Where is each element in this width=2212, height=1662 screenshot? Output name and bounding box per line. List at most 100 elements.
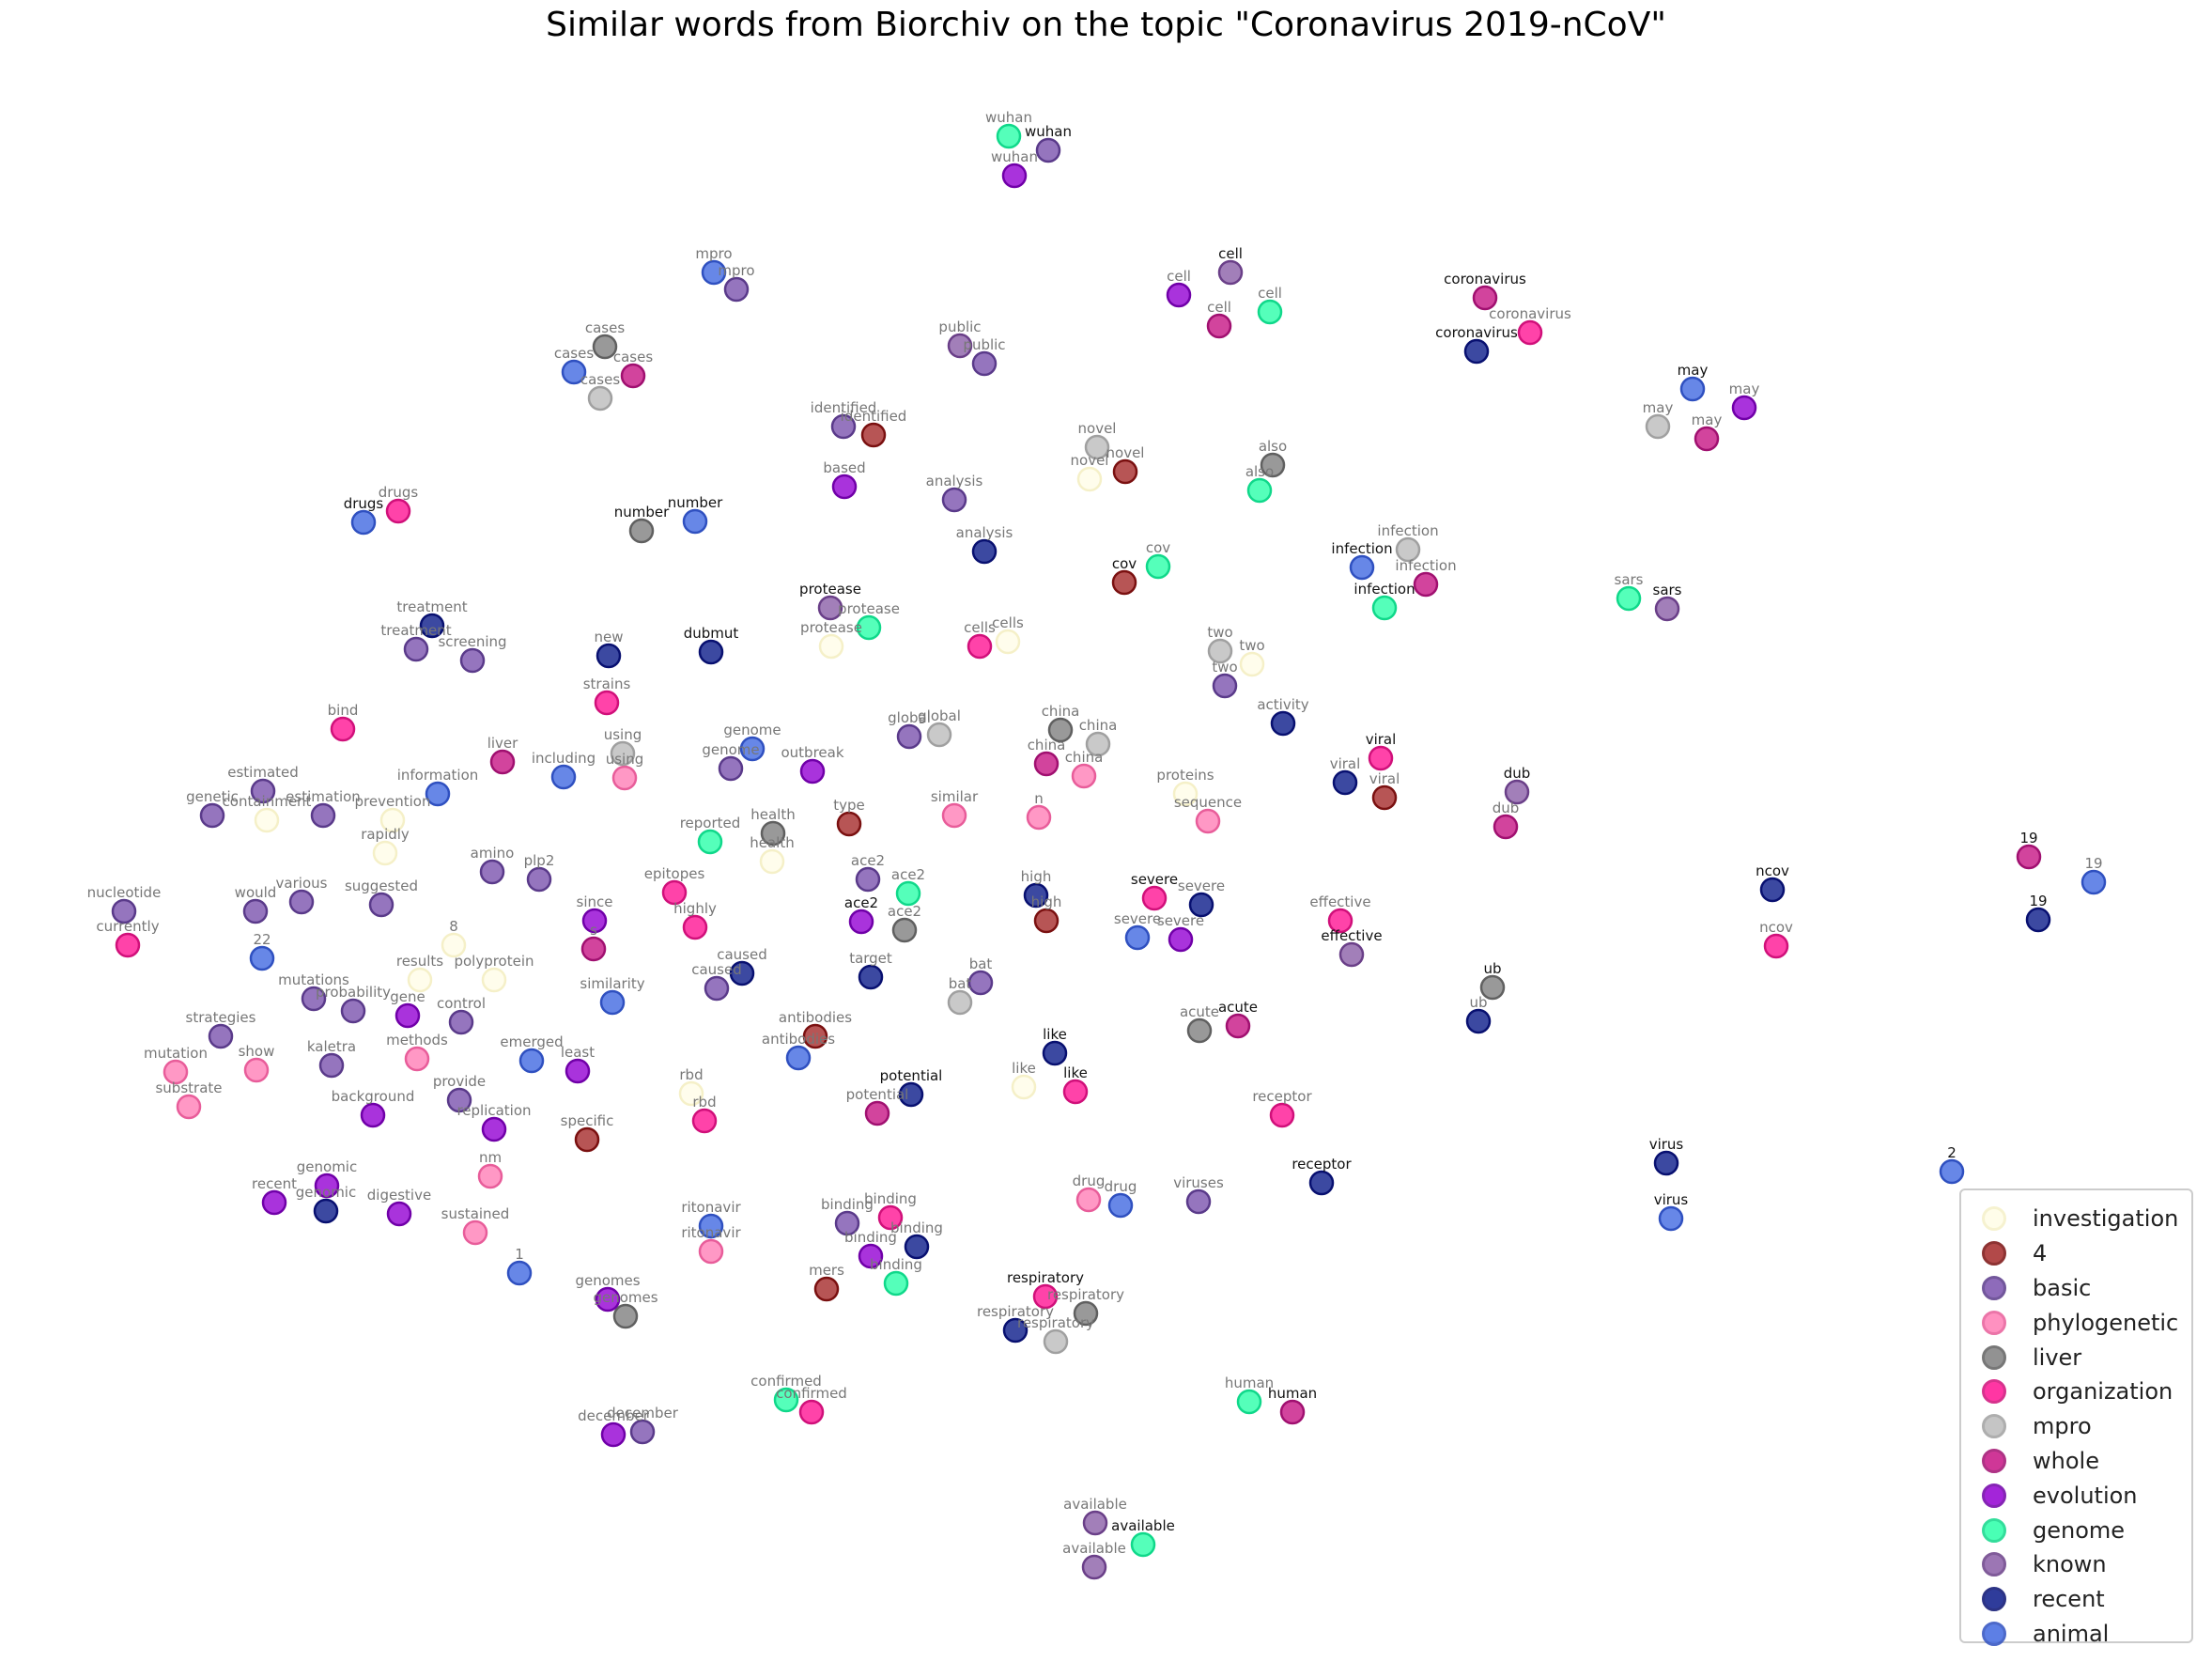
point-label-animal-17: drug xyxy=(1105,1178,1137,1195)
point-mpro-4 xyxy=(1207,638,1233,664)
point-label-phylogenetic-12: drug xyxy=(1073,1173,1106,1189)
point-label-organization-13: like xyxy=(1063,1064,1088,1081)
point-recent-19 xyxy=(904,1234,930,1260)
point-label-4-2: cov xyxy=(1112,555,1137,572)
point-investigation-10 xyxy=(407,967,433,993)
point-basic-16 xyxy=(111,898,137,924)
point-evolution-8 xyxy=(394,1002,421,1029)
point-mpro-1 xyxy=(1084,434,1110,460)
point-animal-6 xyxy=(739,736,766,762)
point-organization-0 xyxy=(1517,319,1543,346)
legend-swatch-liver xyxy=(1982,1344,2006,1370)
point-animal-9 xyxy=(2081,869,2107,895)
point-4-1 xyxy=(1112,458,1138,485)
point-investigation-3 xyxy=(1239,651,1265,677)
point-label-basic-6: screening xyxy=(438,633,506,650)
point-label-investigation-13: like xyxy=(1012,1060,1036,1077)
point-label-basic-16: nucleotide xyxy=(87,884,162,901)
point-label-organization-10: effective xyxy=(1309,893,1370,910)
point-whole-2 xyxy=(1206,313,1232,339)
point-investigation-13 xyxy=(1011,1074,1037,1100)
point-phylogenetic-7 xyxy=(404,1046,430,1072)
point-liver-6 xyxy=(1479,974,1506,1001)
point-label-animal-3: drugs xyxy=(344,495,384,512)
point-label-investigation-7: proteins xyxy=(1156,767,1214,784)
legend-item-4: 4 xyxy=(1974,1236,2191,1271)
point-label-animal-12: emerged xyxy=(500,1033,563,1050)
point-label-animal-5: infection xyxy=(1331,540,1392,557)
point-label-evolution-17: december xyxy=(578,1407,650,1424)
point-animal-5 xyxy=(1349,554,1375,581)
point-label-liver-1: number xyxy=(614,504,670,520)
point-whole-10 xyxy=(864,1100,890,1126)
point-basic-21 xyxy=(340,998,366,1024)
point-mpro-0 xyxy=(587,385,613,412)
point-phylogenetic-5 xyxy=(162,1059,189,1085)
point-recent-17 xyxy=(1653,1150,1679,1176)
point-basic-12 xyxy=(310,802,336,829)
point-label-whole-7: dub xyxy=(1493,800,1520,816)
point-label-animal-14: severe xyxy=(1114,910,1161,927)
point-label-evolution-13: recent xyxy=(252,1175,297,1192)
point-label-evolution-2: may xyxy=(1729,381,1760,397)
legend-item-liver: liver xyxy=(1974,1340,2191,1375)
point-liver-2 xyxy=(1260,452,1286,478)
point-animal-3 xyxy=(350,509,377,536)
point-label-animal-9: 19 xyxy=(2084,855,2102,872)
point-label-animal-16: virus xyxy=(1654,1191,1689,1208)
point-label-basic-14: plp2 xyxy=(524,852,555,869)
point-organization-12 xyxy=(691,1108,718,1134)
point-label-mpro-7: using xyxy=(604,726,642,743)
point-mpro-6 xyxy=(1085,731,1111,757)
point-mpro-7 xyxy=(610,740,636,767)
point-label-recent-11: caused xyxy=(717,946,767,963)
point-investigation-12 xyxy=(678,1080,704,1107)
point-known-4 xyxy=(1654,596,1680,622)
point-label-recent-0: coronavirus xyxy=(1435,324,1518,341)
point-label-phylogenetic-1: china xyxy=(1065,749,1104,766)
point-organization-15 xyxy=(877,1204,904,1231)
legend-swatch-evolution xyxy=(1982,1483,2006,1508)
point-label-evolution-10: background xyxy=(332,1088,415,1105)
point-organization-9 xyxy=(1141,885,1168,911)
point-label-liver-4: health xyxy=(750,806,795,823)
point-label-basic-19: suggested xyxy=(345,878,418,894)
point-whole-8 xyxy=(2016,844,2042,870)
point-label-recent-8: severe xyxy=(1178,878,1225,894)
point-recent-12 xyxy=(858,964,884,990)
legend-swatch-recent xyxy=(1982,1587,2006,1612)
point-label-animal-10: 22 xyxy=(253,931,271,948)
point-label-liver-7: acute xyxy=(1180,1003,1219,1020)
point-recent-14 xyxy=(1042,1040,1068,1066)
point-label-animal-2: may xyxy=(1678,362,1709,379)
point-label-recent-16: receptor xyxy=(1292,1156,1352,1173)
point-label-genome-5: infection xyxy=(1353,581,1415,598)
point-label-known-0: cell xyxy=(1218,245,1243,262)
point-whole-4 xyxy=(1413,571,1439,598)
legend-swatch-genome xyxy=(1982,1517,2006,1543)
point-basic-20 xyxy=(301,986,327,1012)
point-label-evolution-11: replication xyxy=(456,1102,531,1119)
point-known-2 xyxy=(1504,779,1530,805)
point-label-animal-4: number xyxy=(668,494,723,511)
point-label-known-7: available xyxy=(1062,1540,1126,1557)
point-mpro-9 xyxy=(1043,1328,1069,1355)
point-label-organization-5: viral xyxy=(1366,731,1397,748)
point-evolution-10 xyxy=(360,1102,386,1128)
point-label-basic-9: two xyxy=(1212,659,1237,676)
legend-item-animal: animal xyxy=(1974,1617,2191,1652)
point-label-mpro-2: infection xyxy=(1377,522,1438,539)
point-label-genome-4: protease xyxy=(838,600,900,617)
point-label-evolution-0: wuhan xyxy=(991,148,1038,165)
point-label-known-6: available xyxy=(1063,1496,1127,1513)
point-organization-3 xyxy=(594,690,620,716)
point-label-known-3: protease xyxy=(799,581,861,598)
point-phylogenetic-4 xyxy=(1195,808,1221,834)
point-liver-1 xyxy=(628,518,655,544)
point-label-4-8: mers xyxy=(809,1262,844,1279)
point-label-whole-0: coronavirus xyxy=(1444,271,1526,287)
legend-item-evolution: evolution xyxy=(1974,1478,2191,1513)
point-label-4-4: viral xyxy=(1369,770,1400,787)
legend-swatch-organization xyxy=(1982,1379,2006,1405)
